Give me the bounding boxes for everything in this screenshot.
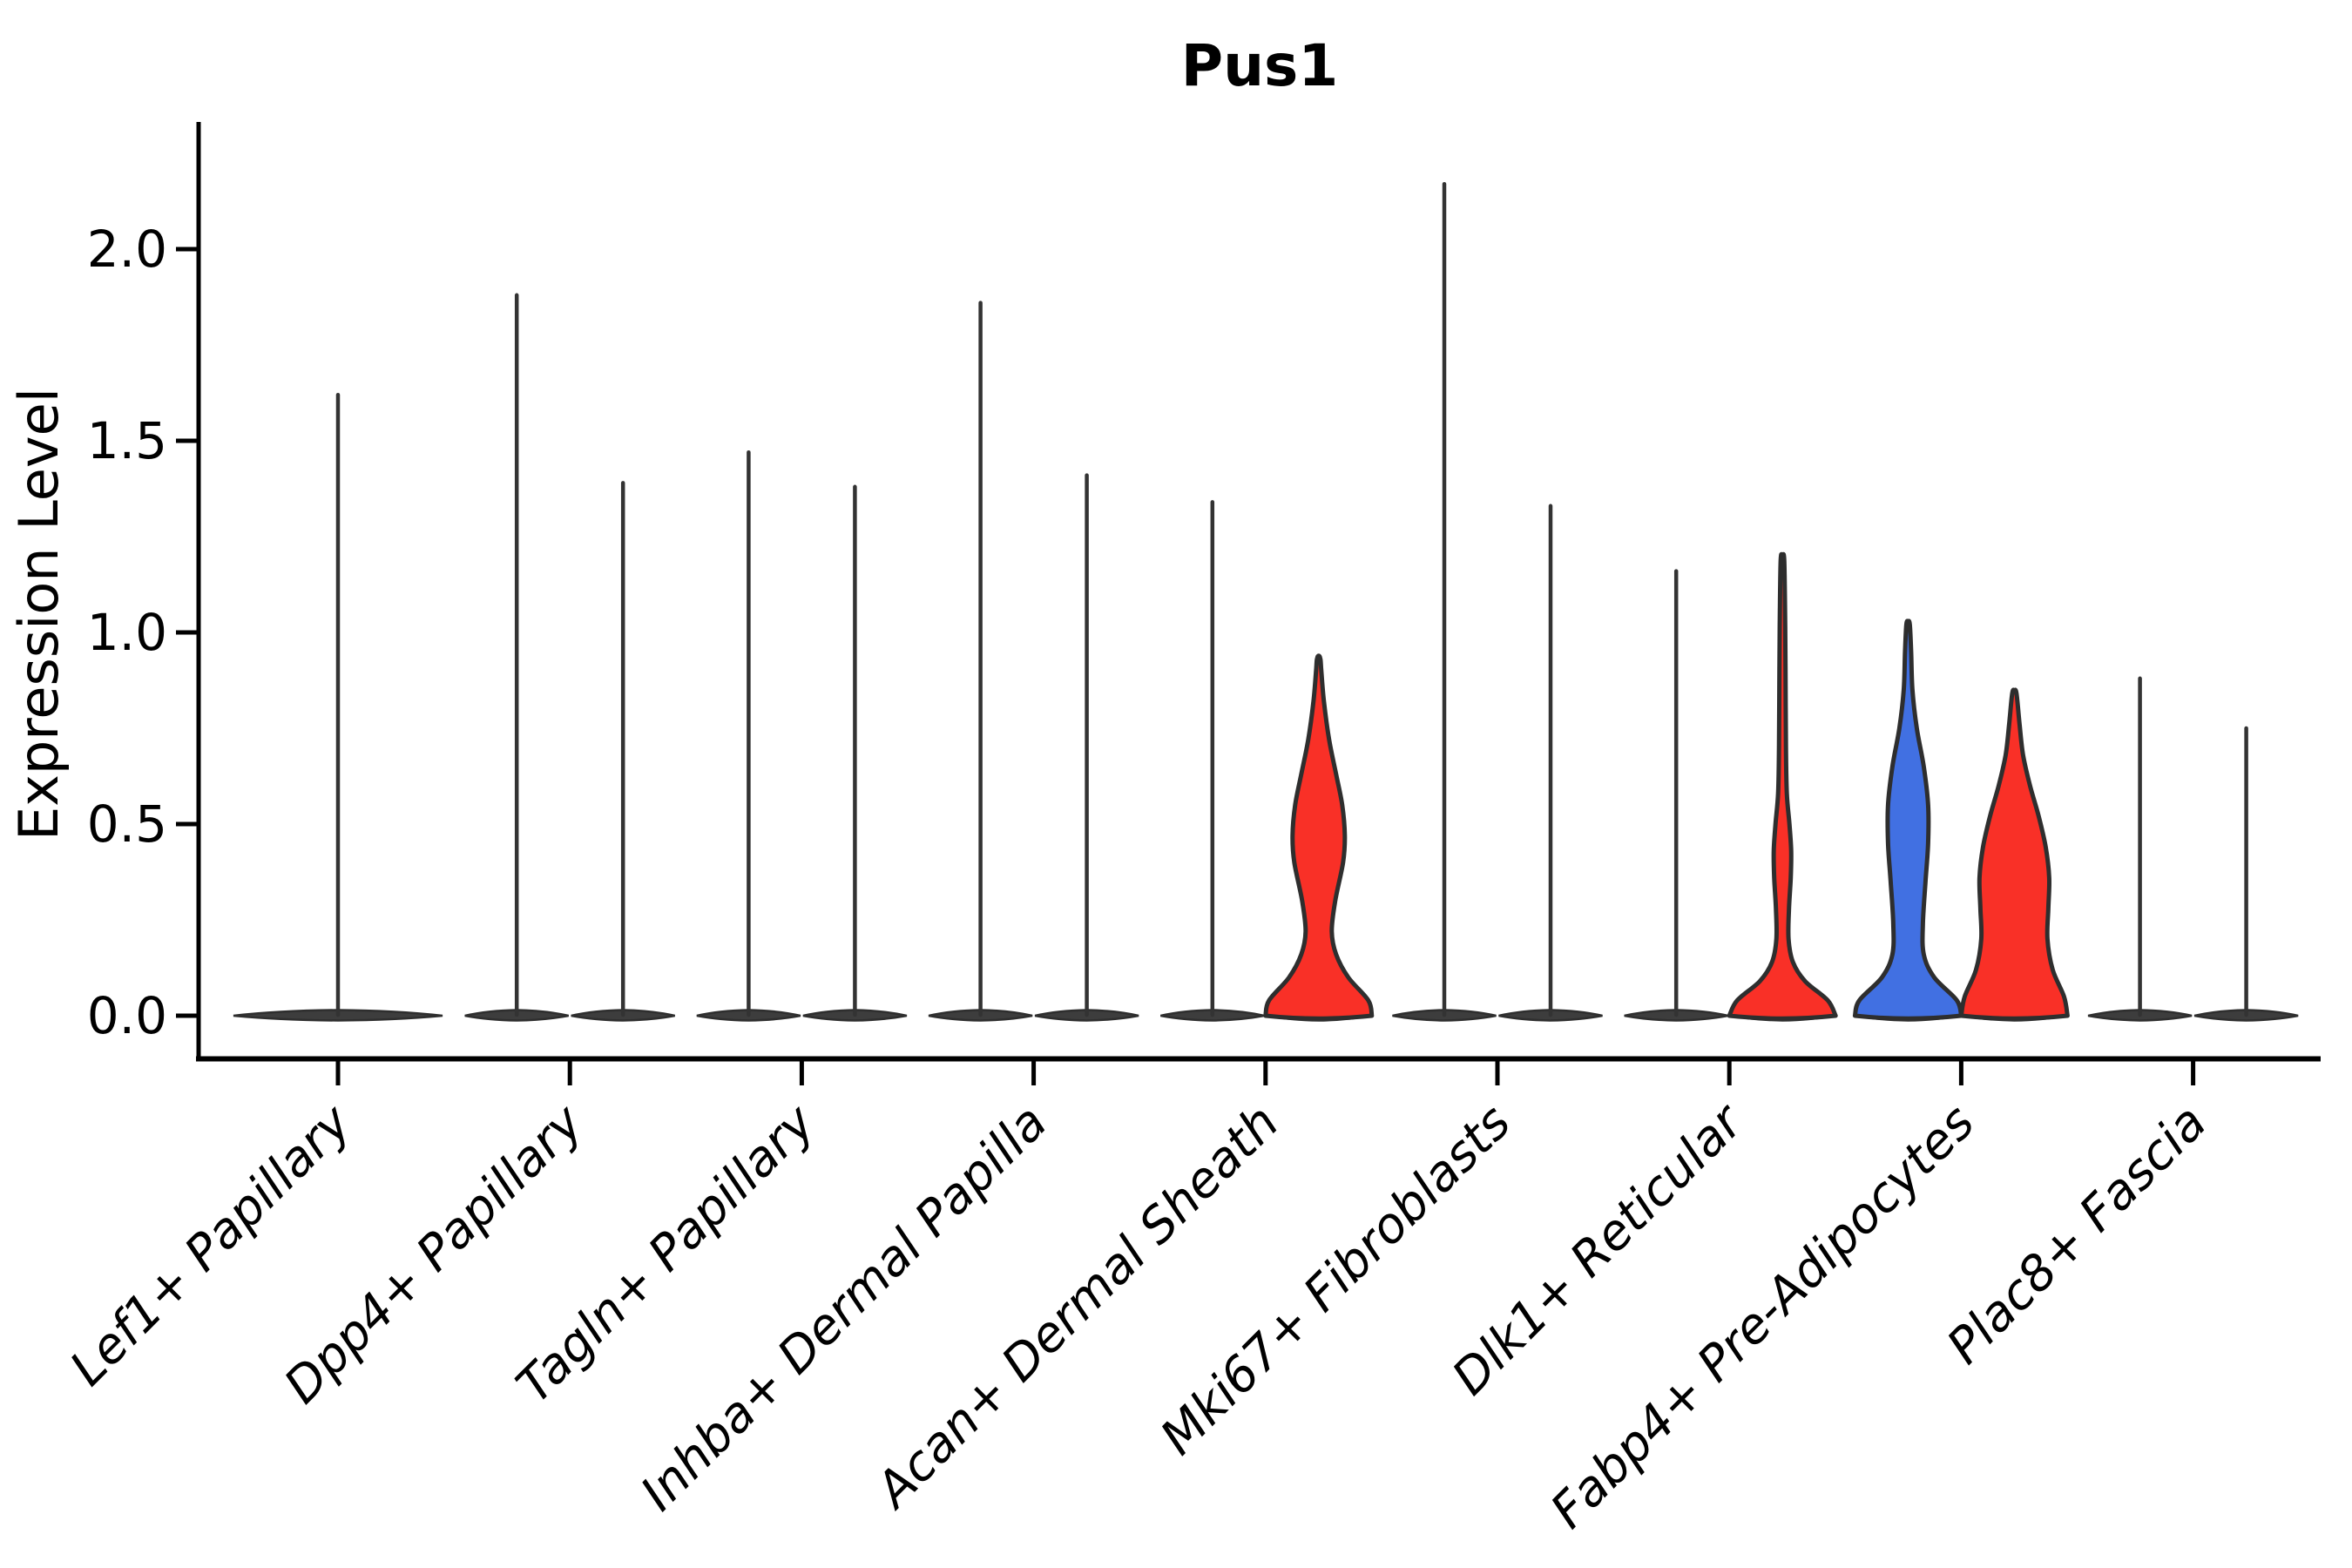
violin-category	[233, 392, 443, 1022]
y-tick-label: 0.5	[87, 794, 167, 854]
violin-category	[464, 293, 675, 1022]
y-axis-label: Expression Level	[7, 388, 71, 841]
y-tick-label: 1.0	[87, 603, 167, 662]
y-axis-ticks: 0.0 0.5 1.0 1.5 2.0	[87, 220, 197, 1045]
violin-body-red	[1727, 551, 1838, 1021]
x-tick-label: Inhba+ Dermal Papilla	[630, 1094, 1058, 1522]
y-tick-label: 2.0	[87, 220, 167, 279]
x-tick-label: Acan+ Dermal Sheath	[864, 1094, 1290, 1520]
violin-category	[2087, 676, 2299, 1022]
violin-body-blue	[1852, 618, 1963, 1021]
violin-category	[1392, 181, 1603, 1022]
violin-category	[1160, 500, 1375, 1022]
chart-title: Pus1	[1181, 32, 1339, 99]
x-tick-label: Fabp4+ Pre-Adipocytes	[1540, 1094, 1985, 1539]
violin-body-red	[1263, 653, 1375, 1021]
violin-category	[1624, 551, 1838, 1022]
violin-category	[928, 301, 1139, 1022]
violin-category	[696, 449, 908, 1022]
violin-category	[1852, 618, 2070, 1022]
y-tick-label: 1.5	[87, 411, 167, 470]
y-tick-label: 0.0	[87, 986, 167, 1045]
violin-body-red	[1958, 687, 2070, 1021]
violins-layer	[233, 181, 2299, 1022]
